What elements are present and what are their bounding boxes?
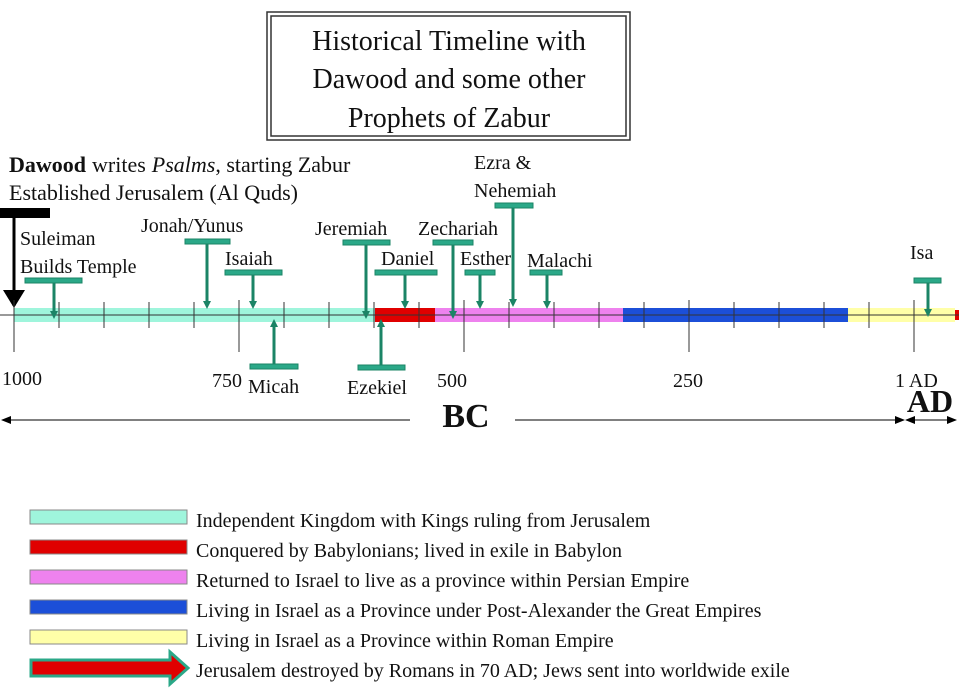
legend-arrow bbox=[29, 648, 191, 688]
prophet-label: Isa bbox=[910, 242, 933, 264]
dawood-bar bbox=[0, 208, 50, 218]
axis-label: 750 bbox=[212, 370, 242, 392]
prophet-label: Daniel bbox=[381, 248, 435, 270]
legend-swatch bbox=[29, 569, 188, 585]
prophet-label: Ezra & bbox=[474, 152, 532, 174]
title: Dawood and some other bbox=[313, 64, 587, 95]
prophet-label: Nehemiah bbox=[474, 180, 556, 202]
legend-text: Living in Israel as a Province under Pos… bbox=[196, 600, 762, 622]
intro-name: Dawood bbox=[9, 152, 86, 177]
prophet-marker bbox=[374, 269, 438, 276]
legend-swatch bbox=[29, 599, 188, 615]
prophet-marker bbox=[913, 277, 942, 284]
prophet-label: Jeremiah bbox=[315, 218, 387, 240]
prophet-marker bbox=[342, 239, 391, 246]
intro-work: Psalms bbox=[151, 152, 216, 177]
timeline-bar bbox=[0, 308, 959, 322]
prophet-label: Suleiman bbox=[20, 228, 96, 250]
legend-text: Conquered by Babylonians; lived in exile… bbox=[196, 540, 622, 562]
intro-line2: Established Jerusalem (Al Quds) bbox=[9, 180, 298, 205]
prophet-marker bbox=[432, 239, 474, 246]
axis-label: 1 AD bbox=[895, 370, 938, 392]
prophet-label: Isaiah bbox=[225, 248, 273, 270]
prophet-label: Builds Temple bbox=[20, 256, 137, 278]
axis-label: 500 bbox=[437, 370, 467, 392]
prophet-marker bbox=[357, 364, 406, 371]
prophet-label: Jonah/Yunus bbox=[141, 215, 243, 237]
prophet-marker bbox=[249, 363, 299, 370]
prophet-label: Malachi bbox=[527, 250, 593, 272]
prophet-marker bbox=[494, 202, 534, 209]
prophet-marker bbox=[464, 269, 496, 276]
prophet-label: Micah bbox=[248, 376, 299, 398]
prophet-marker bbox=[529, 269, 563, 276]
prophet-marker bbox=[224, 269, 283, 276]
prophet-label: Esther bbox=[460, 248, 511, 270]
legend-swatch bbox=[29, 509, 188, 525]
legend-text: Returned to Israel to live as a province… bbox=[196, 570, 689, 592]
legend-swatch bbox=[29, 539, 188, 555]
ad-label: AD bbox=[907, 383, 953, 419]
intro-rest: , starting Zabur bbox=[215, 152, 351, 177]
intro-line: Dawood writes Psalms, starting Zabur bbox=[9, 152, 351, 177]
legend-text: Living in Israel as a Province within Ro… bbox=[196, 630, 614, 652]
ticks bbox=[13, 300, 915, 352]
prophet-label: Ezekiel bbox=[347, 377, 407, 399]
axis-label: 250 bbox=[673, 370, 703, 392]
prophet-marker bbox=[184, 238, 231, 245]
legend-text: Jerusalem destroyed by Romans in 70 AD; … bbox=[196, 660, 790, 682]
title: Prophets of Zabur bbox=[348, 103, 551, 134]
title-box-inner bbox=[270, 15, 627, 137]
intro-verb: writes bbox=[92, 152, 146, 177]
title-box bbox=[266, 11, 631, 141]
bc-label: BC bbox=[442, 398, 489, 435]
axis-label: 1000 bbox=[2, 368, 42, 390]
prophet-label: Zechariah bbox=[418, 218, 498, 240]
prophet-marker bbox=[24, 277, 83, 284]
legend-text: Independent Kingdom with Kings ruling fr… bbox=[196, 510, 651, 532]
legend-swatch bbox=[29, 629, 188, 645]
title: Historical Timeline with bbox=[312, 26, 586, 57]
